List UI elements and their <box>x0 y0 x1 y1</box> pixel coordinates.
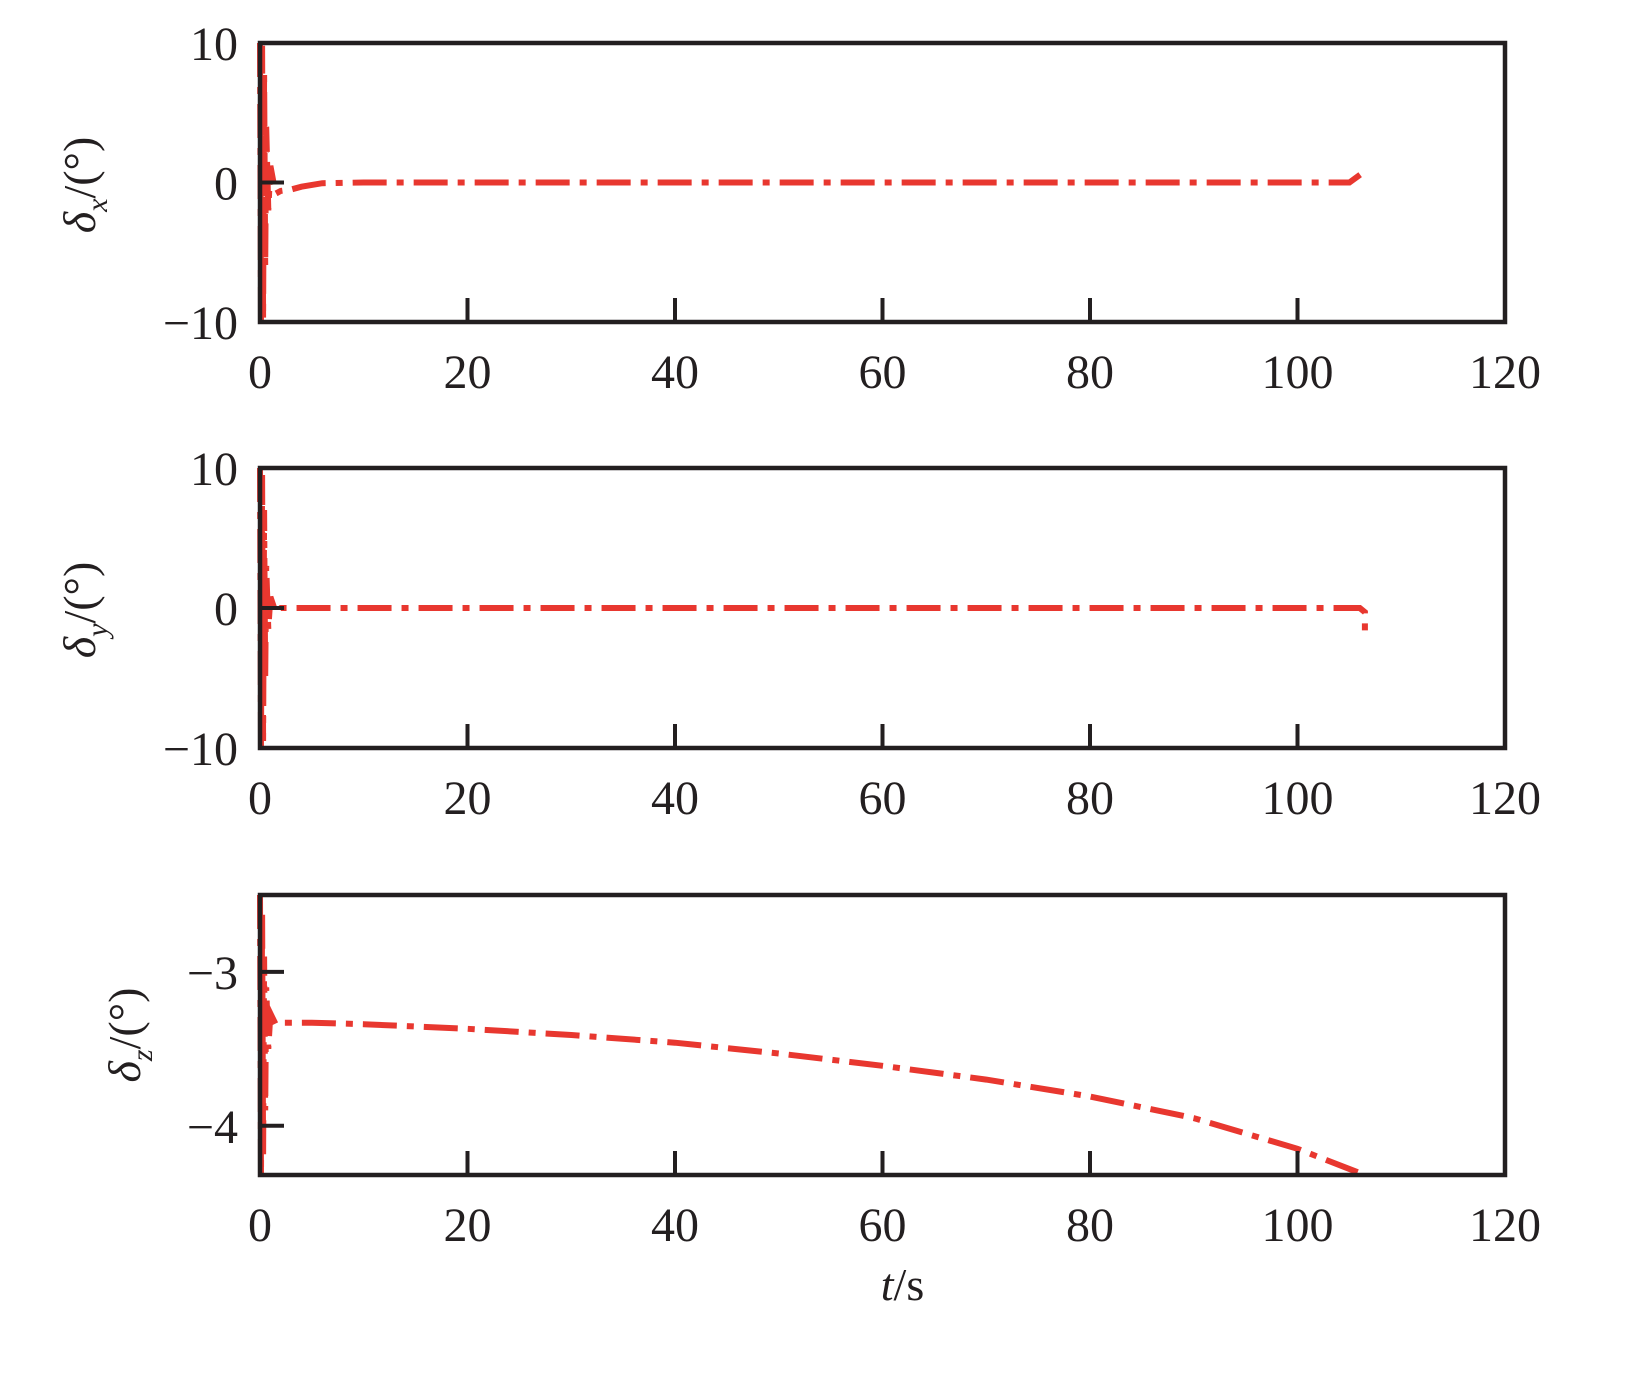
y-axis-symbol: δ <box>54 211 105 233</box>
series-line <box>257 42 1367 323</box>
y-tick-label: −4 <box>187 1101 238 1154</box>
x-tick-label: 40 <box>651 346 699 399</box>
x-tick-label: 100 <box>1262 772 1334 825</box>
x-tick-label: 20 <box>444 346 492 399</box>
x-tick-label: 60 <box>859 1199 907 1252</box>
x-tick-label: 20 <box>444 1199 492 1252</box>
x-axis-label: t/s <box>881 1259 924 1310</box>
y-axis-label: δy/(°) <box>54 562 114 659</box>
x-tick-label: 120 <box>1469 346 1541 399</box>
x-tick-label: 120 <box>1469 1199 1541 1252</box>
x-tick-label: 80 <box>1066 772 1114 825</box>
y-axis-unit: /(°) <box>54 562 105 624</box>
panel-delta-z: 0 20 40 60 80 100 120 −3 −4 δz/(°) t/s <box>99 892 1541 1310</box>
x-tick-label: 0 <box>248 772 272 825</box>
y-axis-label: δz/(°) <box>99 988 159 1083</box>
x-tick-label: 60 <box>859 772 907 825</box>
x-tick-label: 80 <box>1066 346 1114 399</box>
x-axis-unit: /s <box>894 1259 925 1310</box>
series-line <box>257 894 1366 1178</box>
plot-frame <box>257 40 1508 325</box>
plot-frame <box>257 892 1508 1178</box>
x-tick-label: 100 <box>1262 1199 1334 1252</box>
plot-frame <box>257 465 1508 751</box>
y-tick-label: −10 <box>163 297 238 350</box>
x-tick-label: 0 <box>248 346 272 399</box>
y-axis-unit: /(°) <box>54 137 105 199</box>
y-tick-label: 0 <box>214 583 238 636</box>
x-tick-label: 120 <box>1469 772 1541 825</box>
series-line <box>257 467 1368 749</box>
y-axis-symbol: δ <box>99 1060 150 1082</box>
y-tick-label: −10 <box>163 723 238 776</box>
y-tick-label: 0 <box>214 158 238 211</box>
y-axis-subscript: z <box>126 1049 159 1062</box>
x-tick-label: 0 <box>248 1199 272 1252</box>
y-axis-label: δx/(°) <box>54 137 114 234</box>
x-tick-label: 40 <box>651 772 699 825</box>
y-axis-subscript: x <box>81 198 114 213</box>
x-tick-label: 20 <box>444 772 492 825</box>
y-tick-label: 10 <box>190 18 238 71</box>
y-tick-label: −3 <box>187 947 238 1000</box>
x-tick-label: 80 <box>1066 1199 1114 1252</box>
y-axis-subscript: y <box>81 623 114 640</box>
y-tick-label: 10 <box>190 443 238 496</box>
x-tick-label: 40 <box>651 1199 699 1252</box>
y-axis-symbol: δ <box>54 636 105 658</box>
x-tick-label: 60 <box>859 346 907 399</box>
x-tick-label: 100 <box>1262 346 1334 399</box>
x-axis-symbol: t <box>881 1259 895 1310</box>
y-axis-unit: /(°) <box>99 988 150 1050</box>
